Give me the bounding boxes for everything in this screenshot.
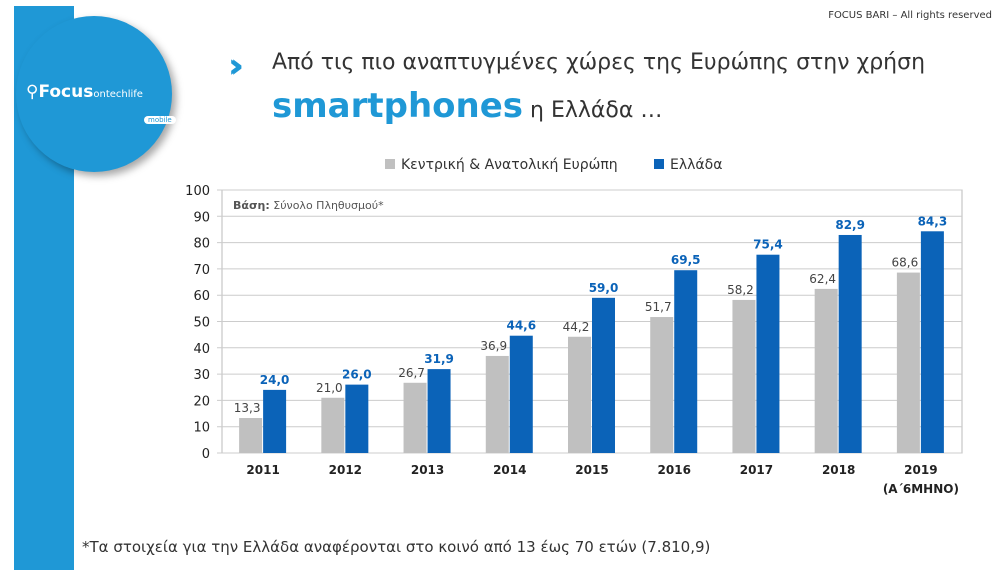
- magnifier-icon: ⚲: [26, 82, 39, 102]
- data-label: 26,0: [342, 368, 372, 382]
- x-tick-label: 2015: [575, 463, 608, 477]
- legend-swatch: [385, 159, 395, 169]
- x-tick-label: 2011: [246, 463, 279, 477]
- bar-greece: [756, 254, 780, 453]
- logo: ⚲Focusontechlife mobile: [16, 16, 176, 172]
- y-tick-label: 100: [185, 184, 210, 199]
- data-label: 13,3: [234, 401, 261, 415]
- title-highlight: smartphones: [272, 86, 524, 126]
- data-label: 24,0: [260, 373, 290, 387]
- bar-cee: [568, 336, 591, 453]
- bar-greece: [345, 384, 369, 453]
- legend-label: Κεντρική & Ανατολική Ευρώπη: [401, 157, 618, 173]
- y-tick-label: 80: [193, 237, 210, 252]
- y-tick-label: 0: [202, 447, 210, 462]
- bar-cee: [896, 272, 920, 453]
- data-label: 36,9: [480, 339, 507, 353]
- x-tick-label: 2019: [904, 463, 937, 477]
- data-label: 62,4: [809, 272, 836, 286]
- data-label: 44,6: [506, 319, 536, 333]
- logo-sub: ontechlife: [93, 89, 143, 100]
- data-label: 51,7: [645, 300, 672, 314]
- footnote: *Τα στοιχεία για την Ελλάδα αναφέρονται …: [82, 538, 711, 556]
- x-tick-label: 2012: [329, 463, 362, 477]
- data-label: 68,6: [892, 256, 919, 270]
- bar-greece: [838, 234, 862, 453]
- data-label: 44,2: [563, 320, 590, 334]
- x-tick-label: 2013: [411, 463, 444, 477]
- data-label: 59,0: [589, 281, 619, 295]
- bar-cee: [239, 418, 263, 453]
- data-label: 26,7: [398, 366, 425, 380]
- y-tick-label: 60: [193, 289, 210, 304]
- x-tick-label: 2017: [740, 463, 773, 477]
- y-tick-label: 90: [193, 210, 210, 225]
- x-tick-label: 2018: [822, 463, 855, 477]
- logo-badge: mobile: [144, 116, 176, 124]
- title-line1: Από τις πιο αναπτυγμένες χώρες της Ευρώπ…: [272, 50, 926, 75]
- bar-greece: [509, 335, 533, 453]
- bar-greece: [674, 270, 698, 453]
- bar-cee: [321, 397, 345, 453]
- y-tick-label: 10: [193, 421, 210, 436]
- logo-text: Focus: [38, 82, 94, 102]
- x-tick-label: 2014: [493, 463, 526, 477]
- bar-greece: [263, 389, 287, 453]
- bar-greece: [592, 297, 615, 453]
- x-tick-label: 2016: [658, 463, 691, 477]
- title-rest: η Ελλάδα …: [523, 98, 663, 123]
- copyright: FOCUS BARI – All rights reserved: [828, 10, 992, 21]
- bar-greece: [920, 231, 944, 453]
- data-label: 69,5: [671, 253, 701, 267]
- legend-swatch: [654, 159, 664, 169]
- bar-cee: [732, 299, 756, 453]
- y-tick-label: 20: [193, 394, 210, 409]
- data-label: 31,9: [424, 352, 454, 366]
- annotation: Βάση: Σύνολο Πληθυσμού*: [233, 199, 384, 212]
- data-label: 21,0: [316, 381, 343, 395]
- data-label: 58,2: [727, 283, 754, 297]
- data-label: 82,9: [835, 218, 865, 232]
- y-tick-label: 70: [193, 263, 210, 278]
- bar-cee: [485, 355, 509, 453]
- title-line2: smartphones η Ελλάδα …: [272, 86, 662, 126]
- bar-greece: [427, 369, 451, 453]
- x-tick-sublabel: (Α΄6ΜΗΝΟ): [883, 482, 959, 496]
- y-tick-label: 50: [193, 316, 210, 331]
- bar-cee: [814, 288, 838, 453]
- bar-cee: [403, 382, 427, 453]
- data-label: 75,4: [753, 238, 783, 252]
- bar-chart: 0 10 20 30 40 50 60 70 80 90 100 Βάση: Σύνολο Πληθυ…: [185, 157, 963, 496]
- bar-cee: [650, 317, 674, 453]
- data-label: 84,3: [918, 214, 948, 228]
- legend-label: Ελλάδα: [670, 157, 722, 173]
- y-tick-label: 30: [193, 368, 210, 383]
- y-tick-label: 40: [193, 342, 210, 357]
